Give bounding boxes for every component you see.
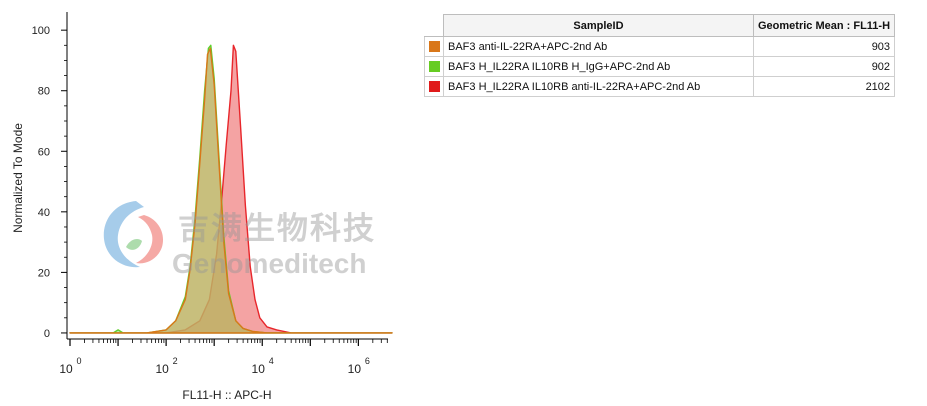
legend-row: BAF3 anti-IL-22RA+APC-2nd Ab 903 [424, 36, 896, 57]
legend-swatch-cell [424, 76, 444, 97]
y-tick-label: 80 [38, 86, 50, 98]
legend-sample-name: BAF3 anti-IL-22RA+APC-2nd Ab [443, 36, 754, 57]
swatch-orange [428, 41, 440, 53]
x-tick-label: 10 [155, 362, 169, 376]
swatch-green [428, 61, 440, 73]
legend-row: BAF3 H_IL22RA IL10RB H_IgG+APC-2nd Ab 90… [424, 56, 896, 77]
legend-swatch-cell [424, 36, 444, 57]
legend-table: SampleID Geometric Mean : FL11-H BAF3 an… [424, 14, 896, 97]
histogram-series-2 [69, 47, 393, 334]
legend-geometric-mean: 2102 [752, 76, 896, 97]
column-header-sampleid: SampleID [443, 14, 754, 37]
x-tick-exponent: 0 [76, 356, 81, 366]
legend-sample-name: BAF3 H_IL22RA IL10RB H_IgG+APC-2nd Ab [443, 56, 754, 77]
legend-row: BAF3 H_IL22RA IL10RB anti-IL-22RA+APC-2n… [424, 76, 896, 97]
histogram-series-0 [69, 44, 393, 334]
x-tick-label: 10 [348, 362, 362, 376]
legend-swatch-cell [424, 56, 444, 77]
legend-sample-name: BAF3 H_IL22RA IL10RB anti-IL-22RA+APC-2n… [443, 76, 754, 97]
legend-swatch-header [424, 14, 444, 37]
y-tick-label: 40 [38, 207, 50, 219]
x-tick-exponent: 6 [365, 356, 370, 366]
y-tick-label: 100 [32, 25, 50, 37]
x-tick-exponent: 2 [173, 356, 178, 366]
histogram-series-layer [69, 44, 393, 334]
x-tick-label: 10 [252, 362, 266, 376]
y-tick-label: 0 [44, 328, 50, 340]
x-tick-label: 10 [59, 362, 73, 376]
legend-geometric-mean: 902 [752, 56, 896, 77]
swatch-red [428, 81, 440, 93]
legend-header-row: SampleID Geometric Mean : FL11-H [424, 14, 896, 37]
column-header-geometric-mean: Geometric Mean : FL11-H [752, 14, 896, 37]
y-tick-label: 60 [38, 146, 50, 158]
legend-geometric-mean: 903 [752, 36, 896, 57]
y-axis-label: Normalized To Mode [11, 123, 25, 233]
y-tick-label: 20 [38, 267, 50, 279]
y-axis-ticks: 0 20 40 60 80 100 [32, 25, 67, 340]
x-axis-label: FL11-H :: APC-H [182, 388, 271, 402]
x-tick-exponent: 4 [269, 356, 274, 366]
